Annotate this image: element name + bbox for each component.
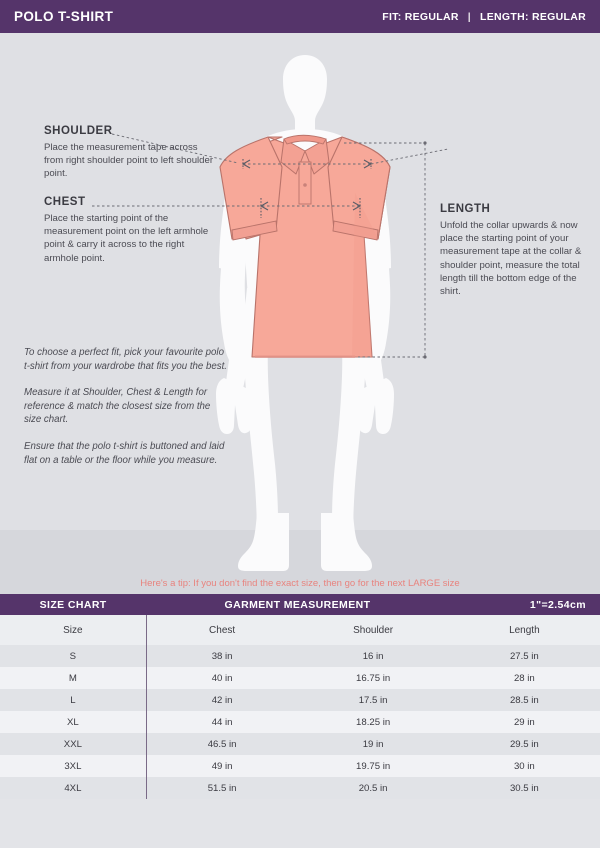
callout-shoulder-body: Place the measurement tape across from r… xyxy=(44,142,214,180)
band-garment-measurement: GARMENT MEASUREMENT xyxy=(146,594,449,615)
callout-shoulder: SHOULDER Place the measurement tape acro… xyxy=(44,125,216,181)
cell-size: 3XL xyxy=(0,755,147,777)
column-header-shoulder: Shoulder xyxy=(297,615,449,645)
size-chart-table: SIZE CHART GARMENT MEASUREMENT 1"=2.54cm… xyxy=(0,594,600,799)
cell-shoulder: 17.5 in xyxy=(297,689,449,711)
measuring-tips: To choose a perfect fit, pick your favou… xyxy=(24,346,230,467)
cell-chest: 46.5 in xyxy=(146,733,298,755)
tip-paragraph: Ensure that the polo t-shirt is buttoned… xyxy=(24,440,225,466)
shoulder-arrow-heads xyxy=(241,159,373,169)
fit-label: FIT: REGULAR xyxy=(382,10,459,23)
cell-size: XL xyxy=(0,711,147,733)
table-row: XXL 46.5 in 19 in 29.5 in xyxy=(0,733,600,755)
callout-length: LENGTH Unfold the collar upwards & now p… xyxy=(440,203,590,298)
cell-shoulder: 19 in xyxy=(297,733,449,755)
length-label: LENGTH: REGULAR xyxy=(480,10,586,23)
cell-chest: 49 in xyxy=(146,755,298,777)
table-band-header: SIZE CHART GARMENT MEASUREMENT 1"=2.54cm xyxy=(0,594,600,615)
cell-size: S xyxy=(0,645,147,667)
callout-length-body: Unfold the collar upwards & now place th… xyxy=(440,220,582,298)
mannequin-illustration xyxy=(92,55,449,571)
page-header: POLO T-SHIRT FIT: REGULAR | LENGTH: REGU… xyxy=(0,0,600,33)
column-header-size: Size xyxy=(0,615,147,645)
header-fit-info: FIT: REGULAR | LENGTH: REGULAR xyxy=(382,11,586,23)
floor-band xyxy=(0,530,600,594)
cell-chest: 42 in xyxy=(146,689,298,711)
header-separator: | xyxy=(467,10,471,23)
chest-arrow-heads xyxy=(259,198,362,218)
illustration-stage: SHOULDER Place the measurement tape acro… xyxy=(0,33,600,594)
length-measure-line xyxy=(344,142,426,358)
cell-shoulder: 16 in xyxy=(297,645,449,667)
tip-paragraph: To choose a perfect fit, pick your favou… xyxy=(24,347,227,372)
cell-length: 27.5 in xyxy=(448,645,600,667)
cell-size: L xyxy=(0,689,147,711)
cell-size: XXL xyxy=(0,733,147,755)
table-row: 3XL 49 in 19.75 in 30 in xyxy=(0,755,600,777)
callout-length-title: LENGTH xyxy=(440,203,491,215)
table-row: M 40 in 16.75 in 28 in xyxy=(0,667,600,689)
cell-shoulder: 16.75 in xyxy=(297,667,449,689)
band-size-chart: SIZE CHART xyxy=(0,594,147,615)
column-header-chest: Chest xyxy=(146,615,298,645)
cell-shoulder: 19.75 in xyxy=(297,755,449,777)
callout-chest-body: Place the starting point of the measurem… xyxy=(44,213,209,264)
cell-size: M xyxy=(0,667,147,689)
cell-chest: 40 in xyxy=(146,667,298,689)
shoulder-measure-line xyxy=(111,133,449,165)
cell-length: 30.5 in xyxy=(448,777,600,799)
length-arrow-heads xyxy=(423,141,427,359)
cell-length: 28.5 in xyxy=(448,689,600,711)
callout-shoulder-title: SHOULDER xyxy=(44,125,113,137)
table-column-headers: Size Chest Shoulder Length xyxy=(0,615,600,645)
cell-shoulder: 18.25 in xyxy=(297,711,449,733)
callout-chest-title: CHEST xyxy=(44,196,86,208)
cell-length: 30 in xyxy=(448,755,600,777)
cell-chest: 51.5 in xyxy=(146,777,298,799)
column-header-length: Length xyxy=(448,615,600,645)
table-body: S 38 in 16 in 27.5 in M 40 in 16.75 in 2… xyxy=(0,645,600,799)
page-title: POLO T-SHIRT xyxy=(14,9,114,24)
callout-chest: CHEST Place the starting point of the me… xyxy=(44,196,216,265)
large-size-tip: Here's a tip: If you don't find the exac… xyxy=(140,578,460,589)
table-row: 4XL 51.5 in 20.5 in 30.5 in xyxy=(0,777,600,799)
cell-length: 28 in xyxy=(448,667,600,689)
table-row: S 38 in 16 in 27.5 in xyxy=(0,645,600,667)
table-row: L 42 in 17.5 in 28.5 in xyxy=(0,689,600,711)
size-chart-table-wrap: SIZE CHART GARMENT MEASUREMENT 1"=2.54cm… xyxy=(0,594,600,799)
cell-length: 29.5 in xyxy=(448,733,600,755)
tip-paragraph: Measure it at Shoulder, Chest & Length f… xyxy=(24,387,211,426)
cell-length: 29 in xyxy=(448,711,600,733)
cell-chest: 38 in xyxy=(146,645,298,667)
band-unit-conversion: 1"=2.54cm xyxy=(448,594,600,615)
cell-chest: 44 in xyxy=(146,711,298,733)
table-row: XL 44 in 18.25 in 29 in xyxy=(0,711,600,733)
cell-size: 4XL xyxy=(0,777,147,799)
cell-shoulder: 20.5 in xyxy=(297,777,449,799)
